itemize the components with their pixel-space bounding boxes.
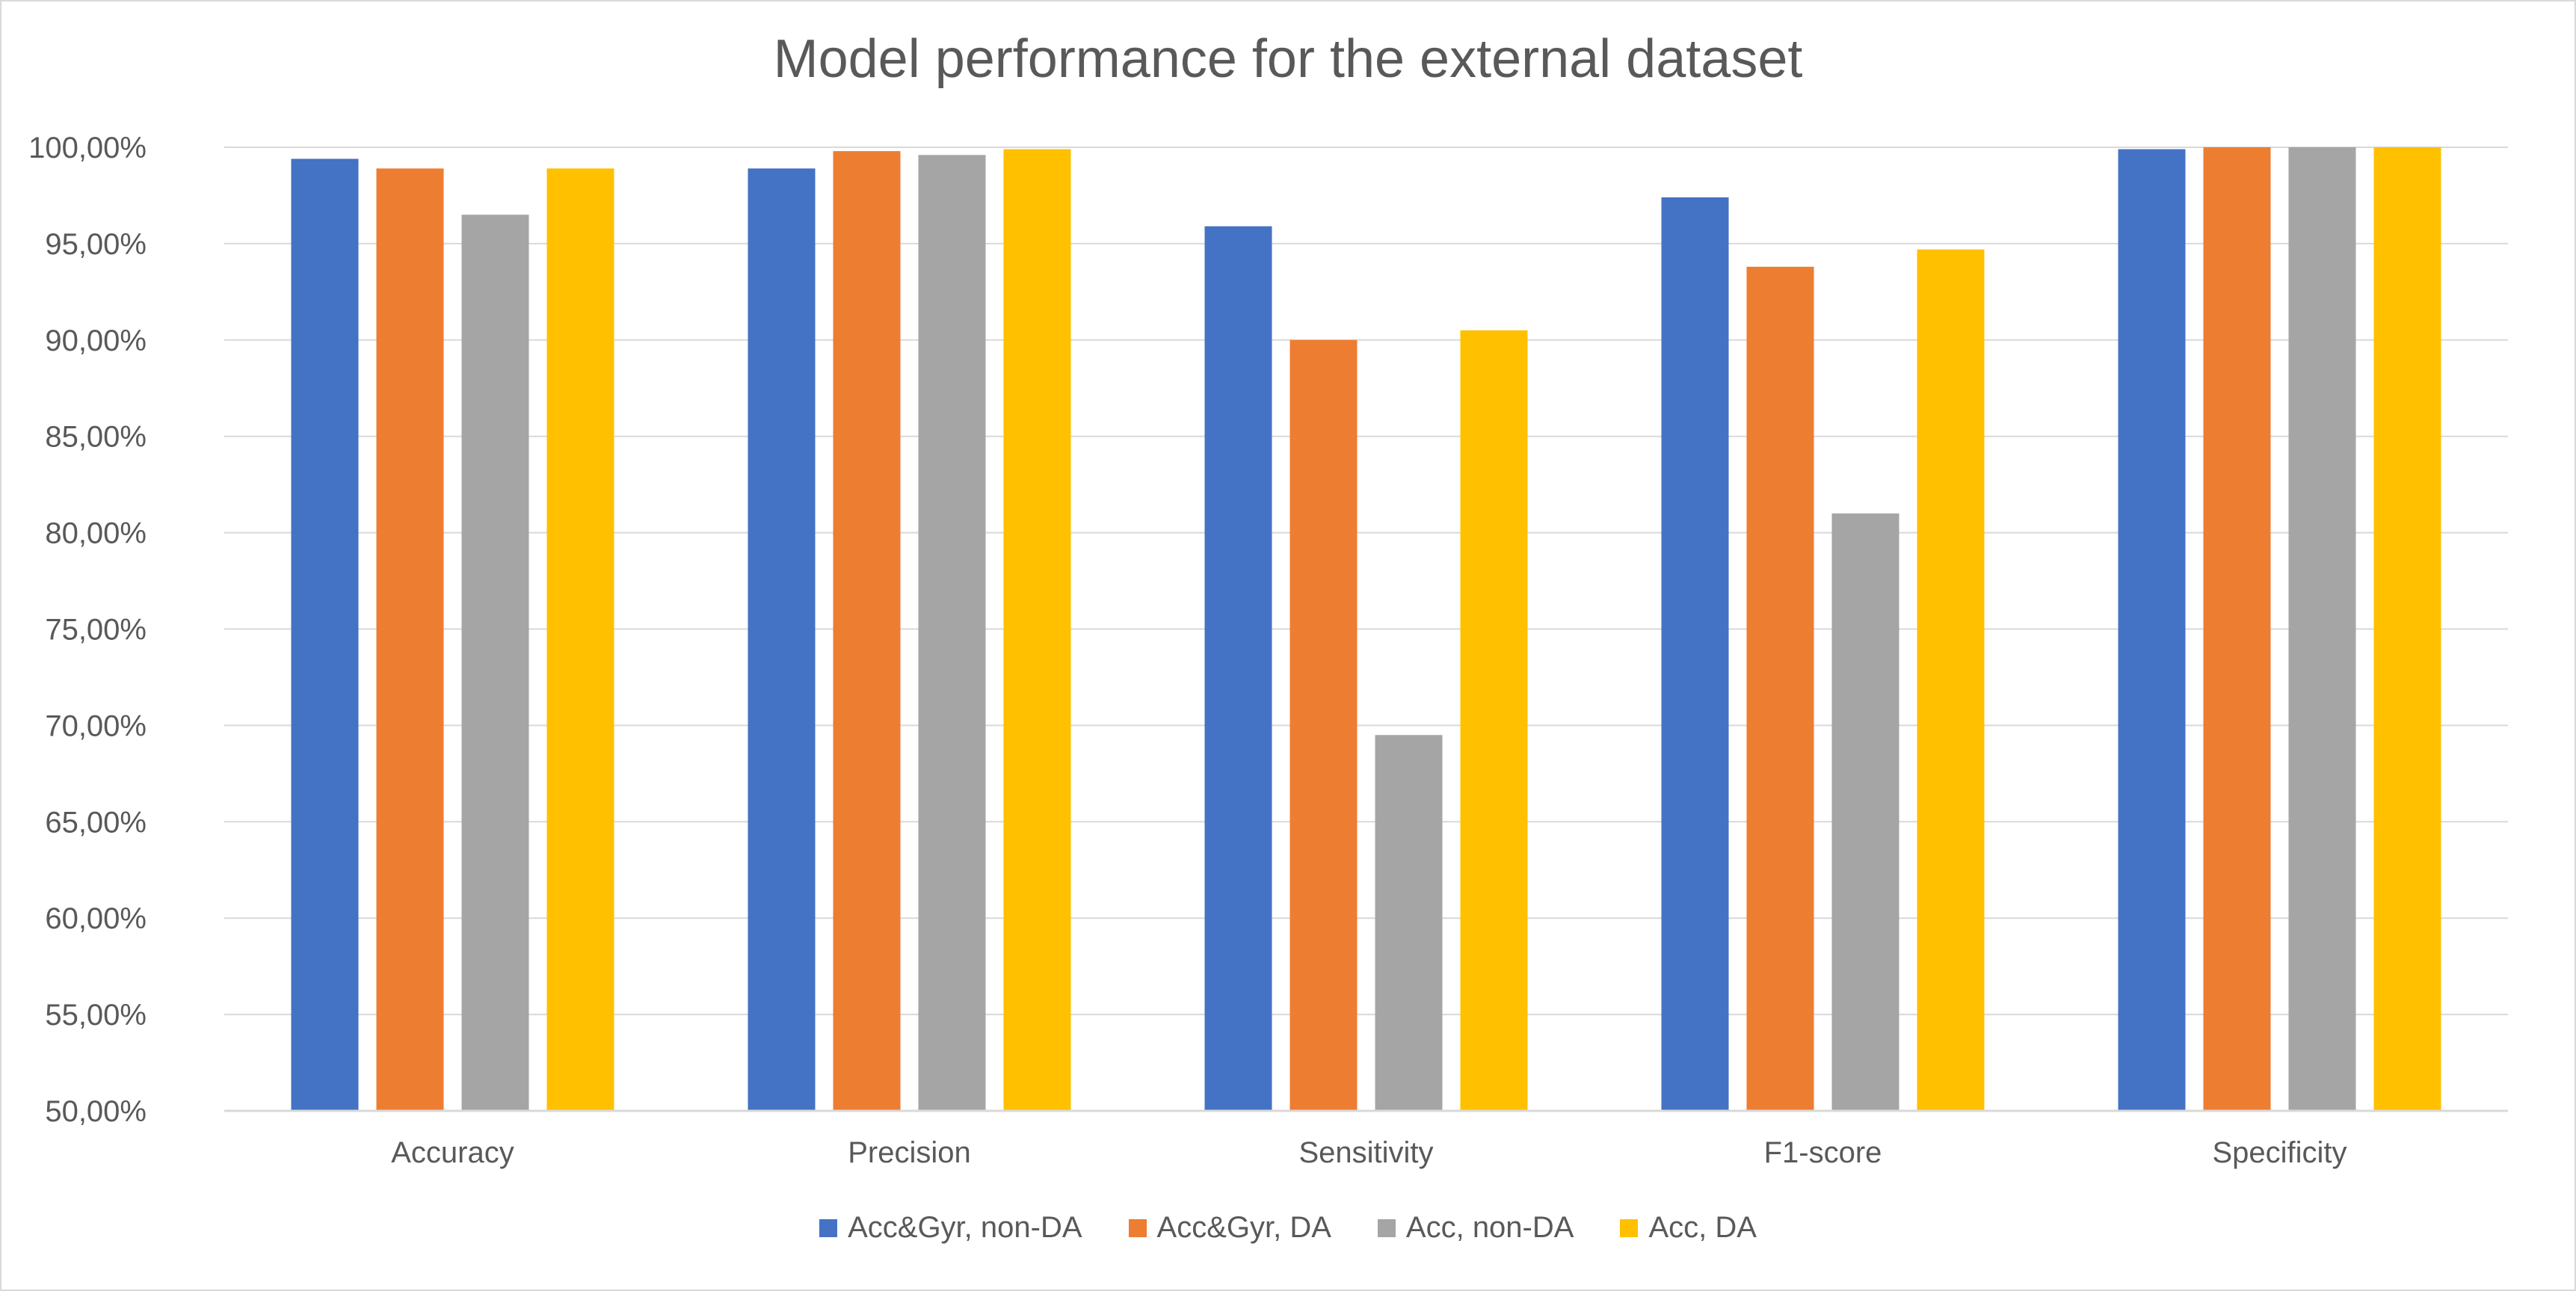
bar (1204, 226, 1272, 1111)
y-tick-label: 85,00% (45, 421, 147, 454)
bar (833, 151, 901, 1111)
bar (2373, 147, 2441, 1111)
bar (1661, 197, 1729, 1111)
x-tick-label: Specificity (2212, 1136, 2347, 1169)
y-tick-label: 100,00% (28, 132, 147, 164)
legend-label: Acc&Gyr, non-DA (848, 1211, 1082, 1244)
chart-title: Model performance for the external datas… (773, 29, 1803, 89)
legend-item: Acc&Gyr, non-DA (819, 1211, 1082, 1245)
y-axis-ticks: 50,00% 55,00% 60,00% 65,00% 70,00% 75,00% 80,0… (28, 132, 147, 1128)
bar (1460, 330, 1528, 1111)
bar (1831, 513, 1899, 1111)
bar (291, 158, 359, 1111)
bar (1289, 339, 1358, 1111)
x-tick-label: Accuracy (391, 1136, 514, 1169)
bar (2288, 147, 2356, 1111)
y-tick-label: 55,00% (45, 999, 147, 1032)
x-tick-label: Precision (848, 1136, 971, 1169)
x-axis-ticks: Accuracy Precision Sensitivity F1-score Spec… (391, 1136, 2347, 1169)
bar (1375, 735, 1443, 1111)
y-tick-label: 75,00% (45, 614, 147, 647)
legend-swatch (1377, 1218, 1396, 1237)
y-tick-label: 70,00% (45, 709, 147, 742)
bar (2118, 149, 2186, 1111)
legend-swatch (1620, 1218, 1639, 1237)
legend-item: Acc, DA (1620, 1211, 1757, 1245)
bar (748, 168, 816, 1111)
x-tick-label: Sensitivity (1298, 1136, 1433, 1169)
bar (1746, 266, 1814, 1112)
bar (1003, 149, 1071, 1111)
bar (461, 215, 529, 1112)
y-tick-label: 50,00% (45, 1095, 147, 1128)
legend-label: Acc, non-DA (1405, 1211, 1574, 1244)
y-tick-label: 90,00% (45, 324, 147, 357)
legend: Acc&Gyr, non-DA Acc&Gyr, DA Acc, non-DA Acc… (0, 1211, 2576, 1245)
bar (376, 168, 444, 1111)
legend-item: Acc&Gyr, DA (1128, 1211, 1331, 1245)
y-tick-label: 80,00% (45, 517, 147, 550)
bar (918, 155, 986, 1111)
legend-swatch (1128, 1218, 1147, 1237)
bar (2203, 147, 2271, 1111)
x-tick-label: F1-score (1764, 1136, 1882, 1169)
bars (291, 147, 2441, 1112)
legend-item: Acc, non-DA (1377, 1211, 1574, 1245)
legend-swatch (819, 1218, 838, 1237)
y-tick-label: 95,00% (45, 228, 147, 261)
legend-label: Acc, DA (1648, 1211, 1757, 1244)
legend-label: Acc&Gyr, DA (1156, 1211, 1331, 1244)
bar (546, 168, 614, 1111)
bar (1917, 249, 1985, 1111)
y-tick-label: 60,00% (45, 902, 147, 935)
y-tick-label: 65,00% (45, 806, 147, 839)
